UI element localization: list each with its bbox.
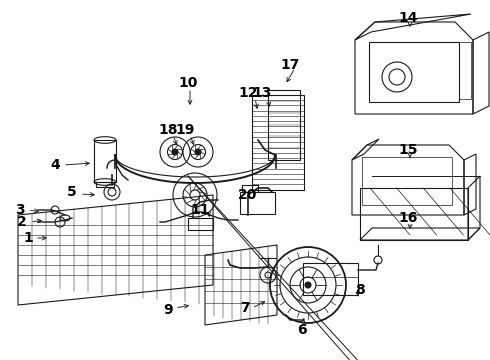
Text: 14: 14 [398,11,418,25]
Text: 5: 5 [67,185,77,199]
Bar [188,218,213,230]
Text: 6: 6 [297,323,307,337]
Text: 11: 11 [190,203,210,217]
Circle shape [195,149,201,155]
Bar [94,140,116,182]
Circle shape [172,149,178,155]
Bar [303,263,358,295]
Text: 13: 13 [252,86,271,100]
Bar [369,42,459,102]
Text: 12: 12 [238,86,258,100]
Text: 4: 4 [50,158,60,172]
Text: 19: 19 [175,123,195,137]
Bar [252,95,304,190]
Text: 15: 15 [398,143,418,157]
Bar [240,192,275,214]
Text: 1: 1 [23,231,33,245]
Text: 7: 7 [240,301,250,315]
Circle shape [305,282,311,288]
Bar [459,42,471,99]
Text: 17: 17 [280,58,300,72]
Bar [362,157,452,205]
Text: 3: 3 [15,203,25,217]
Text: 20: 20 [238,188,258,202]
Text: 2: 2 [17,215,27,229]
Bar [268,90,300,160]
Text: 9: 9 [163,303,173,317]
Text: 8: 8 [355,283,365,297]
Text: 16: 16 [398,211,417,225]
Text: 18: 18 [158,123,178,137]
Text: 10: 10 [178,76,197,90]
Bar [96,182,114,187]
